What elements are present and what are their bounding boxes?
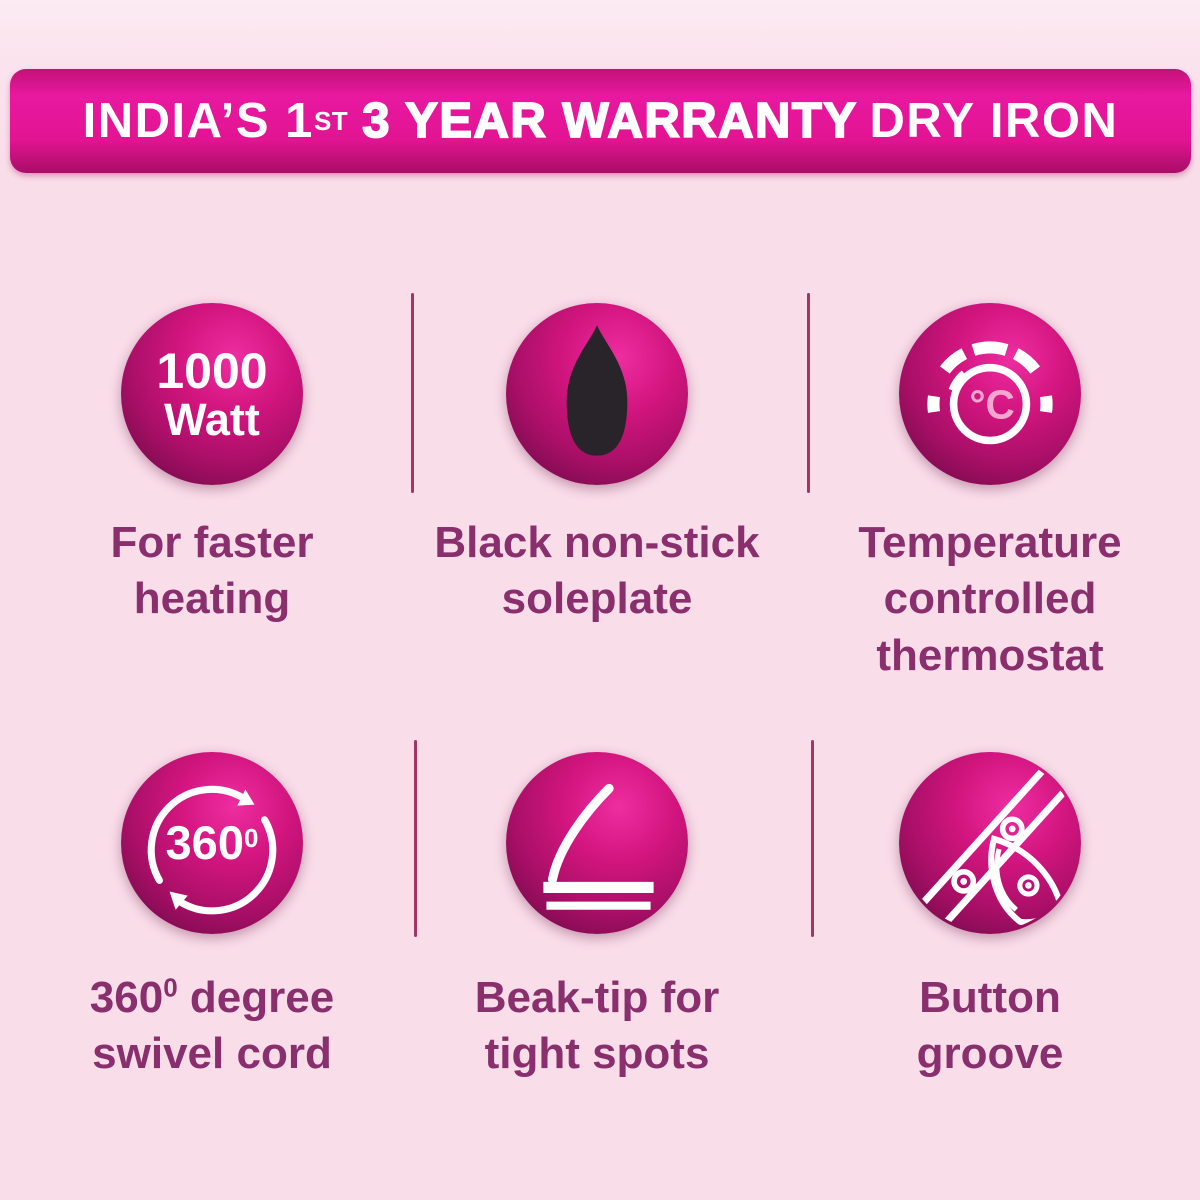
divider-row2-left xyxy=(414,740,417,937)
caption-thermostat: Temperature controlled thermostat xyxy=(858,515,1121,684)
caption-line: 3600 degree xyxy=(89,972,335,1022)
button-groove-icon xyxy=(899,752,1081,934)
feature-button-groove: Button groove xyxy=(800,752,1180,1083)
warranty-banner: INDIA’S 1 ST 3 YEAR WARRANTY DRY IRON xyxy=(10,69,1191,173)
beak-tip-icon xyxy=(506,752,688,934)
divider-row1-left xyxy=(411,293,414,493)
1000-watt-badge: 1000 Watt xyxy=(121,303,303,485)
dial-celsius-label: °C xyxy=(969,381,1014,427)
thermostat-dial: °C xyxy=(927,341,1053,445)
watt-unit: Watt xyxy=(164,393,260,445)
caption-swivel-cord: 3600 degree swivel cord xyxy=(90,970,334,1083)
banner-ordinal-suffix: ST xyxy=(313,105,349,136)
badge-360-sup: 0 xyxy=(243,823,259,854)
360-rotation-icon: 360 0 xyxy=(121,752,303,934)
thermostat-dial-icon: °C xyxy=(899,303,1081,485)
caption-line: Button xyxy=(919,973,1061,1022)
rotation-arrows xyxy=(147,785,277,915)
caption-line: controlled xyxy=(883,574,1097,624)
soleplate-shape xyxy=(566,325,628,456)
caption-line: heating xyxy=(133,574,291,624)
caption-line: Beak-tip for xyxy=(474,973,720,1022)
watt-value: 1000 xyxy=(156,342,268,399)
badge-360-value: 360 xyxy=(165,816,244,870)
soleplate-droplet-icon xyxy=(506,303,688,485)
caption-button-groove: Button groove xyxy=(917,970,1064,1083)
caption-line: tight spots xyxy=(484,1029,710,1079)
banner-text-suffix: DRY IRON xyxy=(869,94,1119,148)
360-badge-text: 360 0 xyxy=(121,752,303,934)
1000-watt-badge-text: 1000 Watt xyxy=(121,303,303,485)
feature-wattage: 1000 Watt For faster heating xyxy=(22,303,402,628)
banner-text-prefix: INDIA’S 1 xyxy=(82,94,314,148)
feature-swivel-cord: 360 0 3600 degree swivel cord xyxy=(22,752,402,1083)
caption-beak-tip: Beak-tip for tight spots xyxy=(475,970,719,1083)
banner-text-bold: 3 YEAR WARRANTY xyxy=(361,93,858,149)
caption-wattage: For faster heating xyxy=(111,515,314,628)
caption-line: swivel cord xyxy=(92,1029,332,1079)
caption-line: Black non-stick xyxy=(434,518,760,567)
caption-soleplate: Black non-stick soleplate xyxy=(434,515,759,628)
feature-beak-tip: Beak-tip for tight spots xyxy=(407,752,787,1083)
beak-tip-profile xyxy=(543,783,654,910)
feature-soleplate: Black non-stick soleplate xyxy=(407,303,787,628)
caption-line: thermostat xyxy=(876,630,1104,680)
caption-line: groove xyxy=(916,1029,1064,1079)
caption-line: Temperature xyxy=(858,518,1122,567)
caption-line: soleplate xyxy=(501,574,693,624)
button-groove-drawing xyxy=(912,763,1072,931)
caption-line: For faster xyxy=(110,518,314,567)
divider-row2-right xyxy=(811,740,814,937)
divider-row1-right xyxy=(807,293,810,493)
feature-thermostat: °C Temperature controlled thermostat xyxy=(800,303,1180,684)
